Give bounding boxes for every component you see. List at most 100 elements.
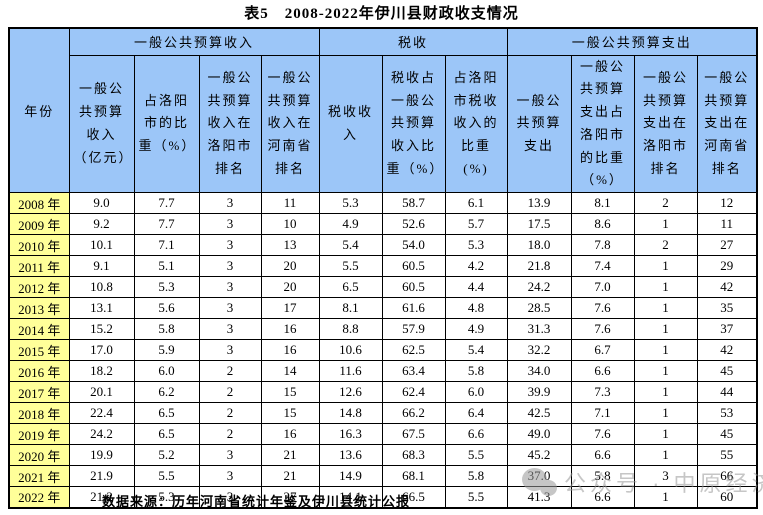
data-cell: 21 [260, 444, 320, 466]
table-row: 2019 年 24.2 6.5 2 16 16.3 67.5 6.6 49.0 7.6 1 45 [8, 423, 758, 445]
column-header: 占洛阳市税收收入的比重(%) [444, 54, 508, 193]
data-cell: 11.6 [318, 360, 383, 382]
data-cell: 6.7 [570, 339, 635, 361]
column-header: 一般公共预算收入（亿元） [68, 54, 135, 193]
data-cell: 7.3 [570, 381, 635, 403]
data-cell: 21.9 [68, 465, 135, 487]
data-cell: 3 [198, 465, 262, 487]
data-cell: 1 [633, 339, 698, 361]
table-row: 2008 年 9.0 7.7 3 11 5.3 58.7 6.1 13.9 8.1 2 12 [8, 192, 758, 214]
year-cell: 2020 年 [8, 444, 70, 466]
data-cell: 5.3 [133, 486, 200, 508]
data-cell: 5.5 [133, 465, 200, 487]
table-row: 2021 年 21.9 5.5 3 21 14.9 68.1 5.8 37.0 5.8 3 66 [8, 465, 758, 487]
data-cell: 10.6 [318, 339, 383, 361]
data-cell: 45 [696, 360, 758, 382]
group-header-revenue: 一般公共预算收入 [68, 27, 320, 56]
year-cell: 2019 年 [8, 423, 70, 445]
data-cell: 3 [198, 213, 262, 235]
data-cell: 14.9 [318, 465, 383, 487]
data-cell: 3 [198, 339, 262, 361]
column-header: 一般公共预算支出 [506, 54, 572, 193]
data-cell: 13.9 [506, 192, 572, 214]
year-cell: 2014 年 [8, 318, 70, 340]
data-cell: 3 [633, 465, 698, 487]
data-cell: 16 [260, 339, 320, 361]
table-row: 2020 年 19.9 5.2 3 21 13.6 68.3 5.5 45.2 6.6 1 55 [8, 444, 758, 466]
data-cell: 6.6 [570, 486, 635, 508]
data-cell: 14 [260, 360, 320, 382]
data-cell: 6.6 [570, 444, 635, 466]
table-row: 2009 年 9.2 7.7 3 10 4.9 52.6 5.7 17.5 8.6 1 11 [8, 213, 758, 235]
year-cell: 2017 年 [8, 381, 70, 403]
data-cell: 4.4 [444, 276, 508, 298]
data-cell: 5.3 [444, 234, 508, 256]
data-cell: 13.1 [68, 297, 135, 319]
data-cell: 62.4 [381, 381, 446, 403]
data-cell: 3 [198, 192, 262, 214]
data-cell: 13 [260, 234, 320, 256]
data-cell: 1 [633, 255, 698, 277]
year-cell: 2009 年 [8, 213, 70, 235]
data-cell: 10.8 [68, 276, 135, 298]
data-cell: 6.5 [318, 276, 383, 298]
data-cell: 1 [633, 360, 698, 382]
data-cell: 6.4 [444, 402, 508, 424]
data-cell: 7.1 [133, 234, 200, 256]
data-cell: 7.7 [133, 213, 200, 235]
column-header: 占洛阳市的比重（%） [133, 54, 200, 193]
data-cell: 5.3 [133, 276, 200, 298]
data-cell: 2 [198, 381, 262, 403]
data-cell: 27 [696, 234, 758, 256]
data-cell: 62.5 [381, 339, 446, 361]
data-cell: 11 [260, 192, 320, 214]
data-cell: 15 [260, 381, 320, 403]
data-cell: 27 [260, 486, 320, 508]
table-row: 2015 年 17.0 5.9 3 16 10.6 62.5 5.4 32.2 6.7 1 42 [8, 339, 758, 361]
data-cell: 54.0 [381, 234, 446, 256]
data-cell: 9.2 [68, 213, 135, 235]
data-cell: 8.1 [570, 192, 635, 214]
data-cell: 41.3 [506, 486, 572, 508]
data-cell: 17.0 [68, 339, 135, 361]
data-cell: 66 [696, 465, 758, 487]
year-cell: 2015 年 [8, 339, 70, 361]
data-cell: 20.1 [68, 381, 135, 403]
data-cell: 2 [633, 234, 698, 256]
data-cell: 42 [696, 276, 758, 298]
data-cell: 5.1 [133, 255, 200, 277]
data-cell: 28.5 [506, 297, 572, 319]
data-cell: 60 [696, 486, 758, 508]
data-cell: 6.2 [133, 381, 200, 403]
data-cell: 3 [198, 486, 262, 508]
data-cell: 3 [198, 297, 262, 319]
group-header-expenditure: 一般公共预算支出 [506, 27, 758, 56]
data-cell: 1 [633, 423, 698, 445]
data-cell: 3 [198, 255, 262, 277]
data-cell: 5.8 [133, 318, 200, 340]
data-cell: 4.9 [444, 318, 508, 340]
data-cell: 21.2 [68, 486, 135, 508]
data-cell: 1 [633, 444, 698, 466]
data-cell: 15.2 [68, 318, 135, 340]
year-cell: 2021 年 [8, 465, 70, 487]
data-cell: 7.6 [570, 423, 635, 445]
data-cell: 5.8 [444, 465, 508, 487]
data-cell: 7.1 [570, 402, 635, 424]
data-cell: 45.2 [506, 444, 572, 466]
data-cell: 21 [260, 465, 320, 487]
table-row: 2011 年 9.1 5.1 3 20 5.5 60.5 4.2 21.8 7.4 1 29 [8, 255, 758, 277]
table-row: 2012 年 10.8 5.3 3 20 6.5 60.5 4.4 24.2 7.0 1 42 [8, 276, 758, 298]
page-title: 表5 2008-2022年伊川县财政收支情况 [244, 6, 519, 22]
data-cell: 5.8 [570, 465, 635, 487]
data-cell: 61.6 [381, 297, 446, 319]
column-header: 一般公共预算支出占洛阳市的比重（%） [570, 54, 635, 193]
data-cell: 12 [696, 192, 758, 214]
table-row: 2010 年 10.1 7.1 3 13 5.4 54.0 5.3 18.0 7.8 2 27 [8, 234, 758, 256]
data-cell: 7.6 [570, 297, 635, 319]
data-cell: 1 [633, 297, 698, 319]
data-cell: 5.5 [444, 486, 508, 508]
data-cell: 9.0 [68, 192, 135, 214]
data-cell: 52.6 [381, 213, 446, 235]
data-cell: 31.3 [506, 318, 572, 340]
